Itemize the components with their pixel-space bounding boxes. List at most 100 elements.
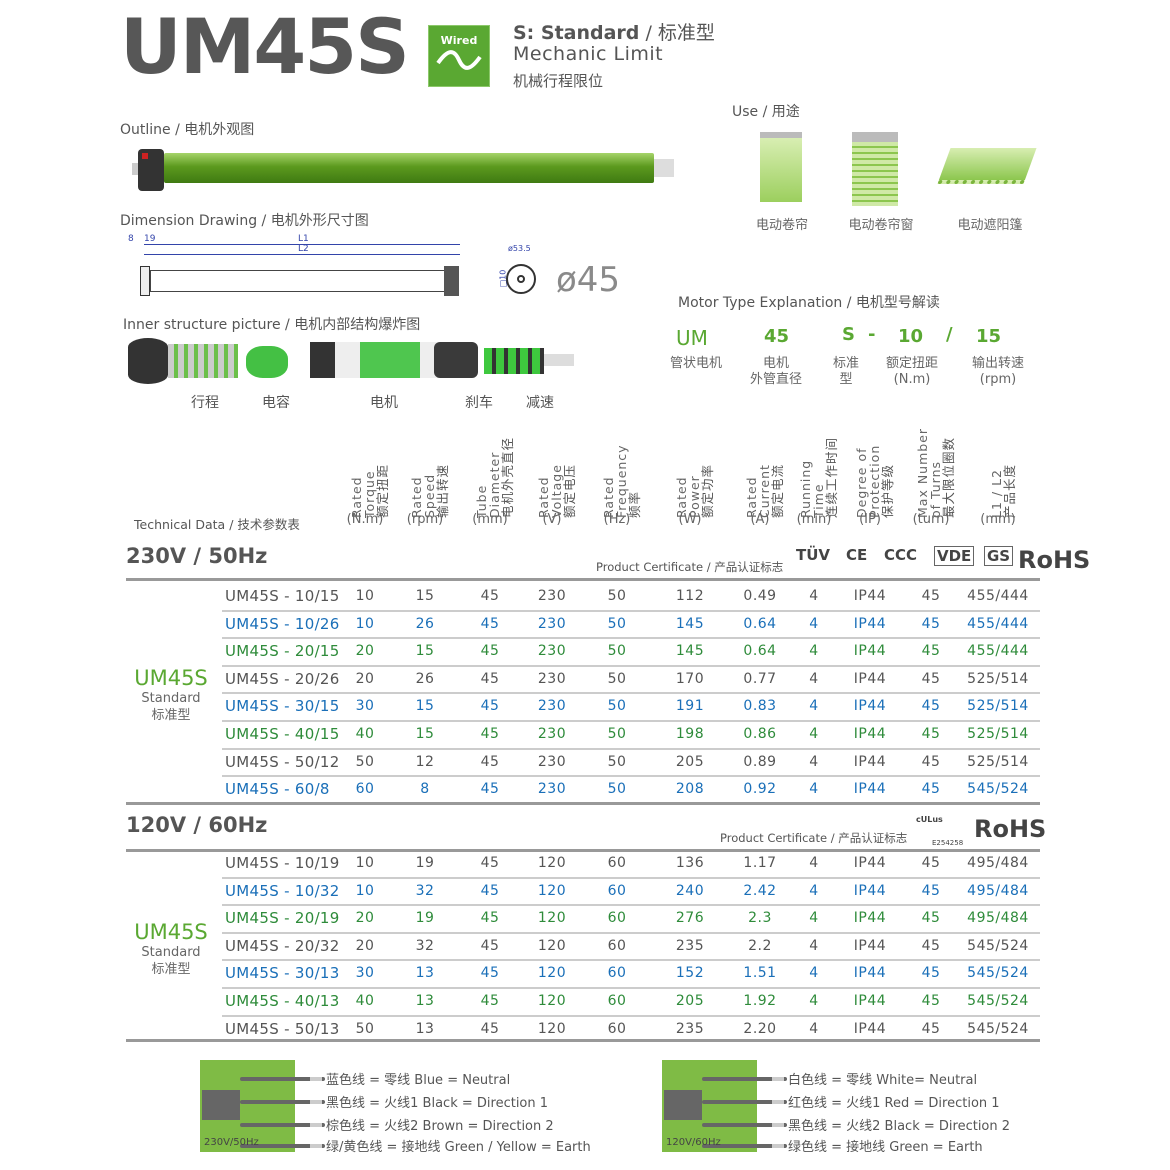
wire-line: [240, 1123, 325, 1127]
column-header: Rated Voltage 额定电压: [536, 464, 577, 518]
table-cell: 230: [537, 698, 567, 715]
table-cell: 10: [355, 882, 375, 899]
column-header-line: 输出转速: [435, 463, 450, 518]
standard-type: S: Standard / 标准型: [513, 18, 715, 45]
series-group-label: UM45S Standard 标准型: [126, 920, 216, 978]
column-header: Rated Power 额定功率: [674, 463, 715, 518]
table-cell: 0.86: [743, 726, 777, 742]
wire-description: 黑色线 = 火线2 Black = Direction 2: [788, 1119, 1011, 1134]
table-cell: 20: [355, 643, 375, 660]
table-cell: 45: [921, 910, 941, 927]
code-10: 10: [898, 326, 924, 347]
table-cell: IP44: [853, 855, 887, 871]
row-divider: [222, 692, 1040, 695]
table-cell: 0.89: [743, 753, 777, 770]
model-name: UM45S - 10/26: [225, 614, 340, 633]
table-cell: IP44: [853, 670, 887, 687]
table-cell: 50: [607, 753, 627, 770]
table-cell: 60: [607, 937, 627, 954]
table-cell: IP44: [853, 993, 887, 1009]
product-title: UM45S: [120, 2, 410, 91]
model-name: UM45S - 10/19: [225, 854, 340, 872]
outline-label: Outline / 电机外观图: [120, 122, 255, 138]
table-cell: 545/524: [967, 965, 1029, 982]
dimension-label: Dimension Drawing / 电机外形尺寸图: [120, 213, 369, 229]
column-header: Running Time 连续工作时间: [798, 437, 839, 518]
model-name: UM45S - 50/13: [225, 1019, 340, 1038]
technical-data-label: Technical Data / 技术参数表: [134, 517, 300, 532]
part-brake-label: 刹车: [465, 395, 493, 411]
table-cell: 26: [415, 615, 435, 632]
use-item-roller-shutter: 电动卷帘窗: [848, 218, 914, 233]
column-unit: (min): [796, 512, 832, 527]
tv-cert-icon: TÜV: [796, 546, 831, 564]
table-cell: 60: [607, 1020, 627, 1037]
table-cell: 50: [355, 1020, 375, 1037]
table-cell: 230: [537, 726, 567, 742]
table-cell: 230: [537, 670, 567, 687]
table-cell: 45: [921, 781, 941, 798]
column-header: L1 / L2 产品长度: [989, 464, 1017, 518]
standard-cn: / 标准型: [645, 22, 715, 44]
row-divider: [222, 876, 1040, 879]
table-cell: 15: [415, 643, 435, 660]
table-cell: 60: [607, 993, 627, 1009]
table-cell: 4: [809, 937, 819, 954]
wire-description: 绿色线 = 接地线 Green = Earth: [788, 1140, 983, 1155]
table-cell: 145: [675, 643, 705, 660]
section-rule: [126, 1039, 1040, 1042]
part-motor-label: 电机: [370, 395, 398, 411]
table-cell: 1.51: [743, 965, 777, 982]
row-divider: [222, 637, 1040, 640]
table-cell: 545/524: [967, 1020, 1029, 1037]
table-cell: 525/514: [967, 670, 1029, 687]
wire-line: [240, 1077, 325, 1081]
part-limit-label: 行程: [191, 395, 219, 411]
model-name: UM45S - 30/15: [225, 697, 340, 716]
table-cell: 40: [355, 726, 375, 742]
table-cell: 0.77: [743, 670, 777, 687]
wire-tip: [772, 1144, 784, 1148]
table-cell: 45: [921, 1020, 941, 1037]
motor-type-label: Motor Type Explanation / 电机型号解读: [678, 295, 940, 311]
part-capacitor-label: 电容: [262, 395, 290, 411]
column-unit: (Hz): [603, 512, 631, 527]
table-cell: 45: [921, 726, 941, 742]
table-cell: 45: [921, 965, 941, 982]
table-cell: 32: [415, 937, 435, 954]
table-cell: 45: [480, 965, 500, 982]
table-cell: 50: [607, 781, 627, 798]
series-standard-cn: 标准型: [151, 961, 191, 977]
column-header-line: 额定功率: [700, 463, 715, 518]
dimension-drawing: 8 19 L1 L2: [126, 234, 466, 300]
code-slash: /: [946, 324, 953, 345]
model-name: UM45S - 30/13: [225, 964, 340, 983]
table-cell: 45: [480, 588, 500, 604]
table-cell: 495/484: [967, 910, 1029, 927]
table-cell: 45: [921, 855, 941, 871]
row-divider: [222, 987, 1040, 989]
model-name: UM45S - 60/8: [225, 780, 330, 799]
table-cell: 205: [675, 753, 705, 770]
table-cell: 170: [675, 670, 705, 687]
table-cell: IP44: [853, 1020, 887, 1037]
row-divider: [222, 775, 1040, 778]
series-standard-cn: 标准型: [151, 708, 191, 724]
column-header: Rated Torque 额定扭距: [349, 463, 390, 518]
table-cell: 455/444: [967, 643, 1029, 660]
ccc-cert-icon: CCC: [884, 546, 918, 564]
table-cell: 240: [675, 882, 705, 899]
table-cell: 525/514: [967, 726, 1029, 742]
column-header-line: 额定扭距: [375, 463, 390, 518]
table-cell: 50: [607, 588, 627, 604]
table-cell: 50: [607, 670, 627, 687]
column-unit: (mm): [980, 512, 1016, 527]
limit-type-cn: 机械行程限位: [513, 72, 604, 90]
table-cell: 4: [809, 910, 819, 927]
table-cell: 45: [921, 753, 941, 770]
section-rule: [126, 849, 1040, 852]
use-item-roller-blind: 电动卷帘: [755, 218, 808, 233]
table-cell: 4: [809, 615, 819, 632]
rohs-cert-icon: RoHS: [974, 815, 1047, 843]
wire-tip: [310, 1077, 322, 1081]
